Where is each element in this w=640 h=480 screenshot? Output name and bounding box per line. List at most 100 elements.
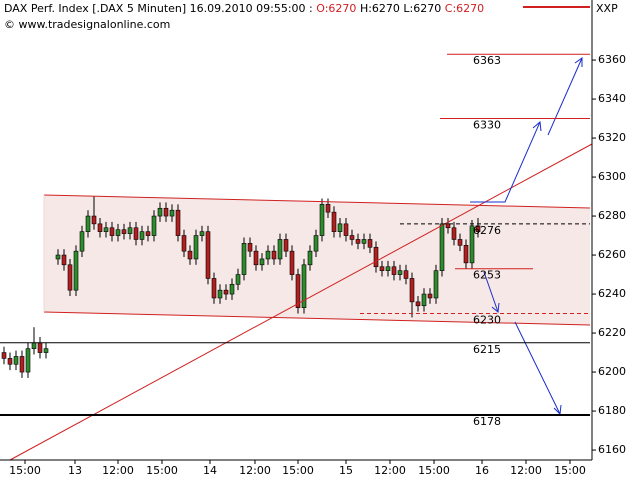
- x-tick-label: 12:00: [239, 464, 271, 477]
- candle-body: [205, 231, 211, 279]
- x-tick-label: 13: [68, 464, 82, 477]
- candle-body: [229, 284, 235, 295]
- x-tick-label: 15:00: [554, 464, 586, 477]
- candle-body: [307, 250, 313, 266]
- candle-body: [415, 301, 421, 307]
- channel-band: [44, 195, 590, 325]
- candle-body: [247, 243, 253, 252]
- candle-body: [61, 254, 67, 266]
- quote-high: H:6270: [360, 2, 400, 15]
- candle-body: [325, 204, 331, 213]
- candle-body: [439, 223, 445, 271]
- arrow: [547, 57, 583, 136]
- arrow: [483, 271, 499, 313]
- candle-body: [97, 223, 103, 232]
- channel-bottom: [43, 311, 591, 326]
- level-label: 6253: [473, 269, 501, 282]
- candle-body: [175, 209, 181, 236]
- candle-body: [355, 239, 361, 244]
- candle-body: [79, 231, 85, 252]
- candle-body: [343, 223, 349, 236]
- candle-body: [265, 250, 271, 260]
- candle-body: [133, 227, 139, 240]
- arrow: [470, 121, 541, 203]
- candle-body: [421, 293, 427, 307]
- candle-body: [259, 258, 265, 266]
- level-label: 6215: [473, 343, 501, 356]
- candle-body: [283, 239, 289, 252]
- plot-area: [1, 196, 481, 378]
- candle-body: [169, 209, 175, 217]
- y-tick-label: 6220: [598, 326, 626, 339]
- candle-body: [433, 270, 439, 299]
- candle-body: [451, 227, 457, 240]
- candle-body: [373, 246, 379, 268]
- trend-line: [9, 143, 593, 461]
- y-tick-label: 6300: [598, 170, 626, 183]
- candle-body: [379, 266, 385, 271]
- candle-body: [361, 239, 367, 244]
- axis-label: XXP: [596, 2, 618, 15]
- candle-body: [19, 356, 25, 373]
- x-tick-label: 15:00: [9, 464, 41, 477]
- y-tick-label: 6280: [598, 209, 626, 222]
- candle-body: [13, 356, 19, 365]
- y-tick-label: 6200: [598, 365, 626, 378]
- candle-body: [235, 274, 241, 285]
- y-tick-label: 6240: [598, 287, 626, 300]
- candle-body: [403, 270, 409, 279]
- arrow-head: [491, 302, 500, 313]
- candle-body: [277, 239, 283, 260]
- level-label: 6363: [473, 54, 501, 67]
- candle-body: [469, 225, 475, 264]
- candle-body: [367, 239, 373, 248]
- x-tick-label: 16: [475, 464, 489, 477]
- x-tick-label: 14: [203, 464, 217, 477]
- x-tick-label: 15:00: [282, 464, 314, 477]
- candle-body: [37, 342, 43, 353]
- candle-body: [181, 235, 187, 252]
- candle-body: [271, 250, 277, 260]
- level-label: 6276: [473, 224, 501, 237]
- candle-body: [31, 342, 37, 349]
- candle-body: [43, 348, 49, 353]
- y-tick-label: 6180: [598, 404, 626, 417]
- y-tick-label: 6160: [598, 443, 626, 456]
- level-label: 6178: [473, 415, 501, 428]
- candle-body: [223, 289, 229, 295]
- candle-body: [193, 235, 199, 260]
- candle-body: [163, 207, 169, 217]
- candle-body: [409, 278, 415, 303]
- arrow-head: [532, 121, 542, 132]
- candle-body: [385, 266, 391, 271]
- x-tick-label: 12:00: [510, 464, 542, 477]
- chart-title: DAX Perf. Index [.DAX 5 Minuten]: [4, 2, 186, 15]
- candle-body: [301, 264, 307, 309]
- y-tick-label: 6340: [598, 92, 626, 105]
- candle-body: [115, 229, 121, 236]
- y-tick-label: 6360: [598, 53, 626, 66]
- y-tick-label: 6320: [598, 131, 626, 144]
- quote-low: L:6270: [403, 2, 441, 15]
- candle-body: [109, 227, 115, 236]
- candle-body: [241, 243, 247, 275]
- candle-body: [391, 266, 397, 275]
- candle-body: [445, 223, 451, 229]
- candle-body: [7, 358, 13, 365]
- candle-body: [199, 231, 205, 236]
- candle-body: [139, 231, 145, 240]
- candle-body: [289, 250, 295, 275]
- candle-body: [397, 270, 403, 275]
- quote-open: O:6270: [316, 2, 356, 15]
- arrow: [514, 321, 561, 415]
- candle-body: [127, 227, 133, 234]
- candle-body: [25, 348, 31, 373]
- quote-close: C:6270: [445, 2, 484, 15]
- candle-body: [211, 278, 217, 299]
- candle-body: [73, 250, 79, 291]
- arrow-head: [574, 57, 583, 67]
- candle-body: [217, 289, 223, 299]
- candle-body: [187, 250, 193, 260]
- candle-body: [457, 239, 463, 246]
